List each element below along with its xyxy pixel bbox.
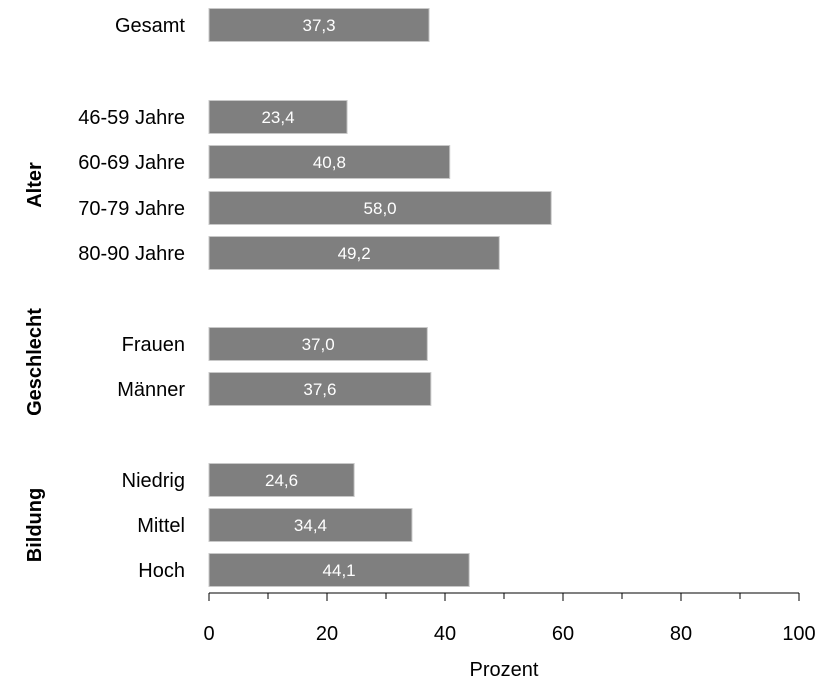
category-label-frauen: Frauen: [122, 334, 185, 356]
bar-46-59-jahre: [208, 100, 348, 134]
bar-männer: [208, 372, 432, 406]
bar-70-79-jahre: [208, 191, 552, 225]
category-label-46-59-jahre: 46-59 Jahre: [78, 107, 185, 129]
bar-hoch: [208, 553, 470, 587]
category-label-80-90-jahre: 80-90 Jahre: [78, 243, 185, 265]
group-label-bildung: Bildung: [24, 488, 46, 562]
bar-value-frauen: 37,0: [302, 335, 335, 354]
group-label-geschlecht: Geschlecht: [24, 308, 46, 416]
bar-value-mittel: 34,4: [294, 516, 327, 535]
x-tick-label: 100: [782, 623, 815, 645]
x-tick-label: 60: [552, 623, 574, 645]
bar-80-90-jahre: [208, 236, 500, 270]
category-label-niedrig: Niedrig: [122, 470, 185, 492]
group-label-alter: Alter: [24, 162, 46, 208]
bar-value-männer: 37,6: [303, 380, 336, 399]
bar-value-60-69-jahre: 40,8: [313, 153, 346, 172]
category-label-gesamt: Gesamt: [115, 15, 185, 37]
bars-layer: 37,3 23,4 40,8 58,0 49,2 37,0 37,6 24,6 34,4 44,1: [208, 8, 552, 587]
category-label-hoch: Hoch: [138, 560, 185, 582]
x-axis-title: Prozent: [470, 659, 539, 681]
bar-value-80-90-jahre: 49,2: [338, 244, 371, 263]
bar-gesamt: [208, 8, 430, 42]
bar-mittel: [208, 508, 413, 542]
x-tick-label: 80: [670, 623, 692, 645]
category-labels-layer: Gesamt 46-59 Jahre 60-69 Jahre 70-79 Jahre 8…: [78, 15, 185, 582]
category-label-mittel: Mittel: [137, 515, 185, 537]
bar-value-gesamt: 37,3: [302, 16, 335, 35]
bar-frauen: [208, 327, 428, 361]
category-label-männer: Männer: [117, 379, 185, 401]
category-label-60-69-jahre: 60-69 Jahre: [78, 152, 185, 174]
category-label-70-79-jahre: 70-79 Jahre: [78, 198, 185, 220]
x-tick-label: 40: [434, 623, 456, 645]
x-tick-label: 20: [316, 623, 338, 645]
group-labels-layer: Alter Geschlecht Bildung: [24, 162, 46, 562]
x-axis: 0 20 40 60 80 100: [203, 592, 816, 645]
bar-niedrig: [208, 463, 355, 497]
bar-value-hoch: 44,1: [323, 561, 356, 580]
bar-value-niedrig: 24,6: [265, 471, 298, 490]
bar-60-69-jahre: [208, 145, 451, 179]
bar-value-46-59-jahre: 23,4: [261, 108, 294, 127]
x-tick-label: 0: [203, 623, 214, 645]
bar-value-70-79-jahre: 58,0: [364, 199, 397, 218]
